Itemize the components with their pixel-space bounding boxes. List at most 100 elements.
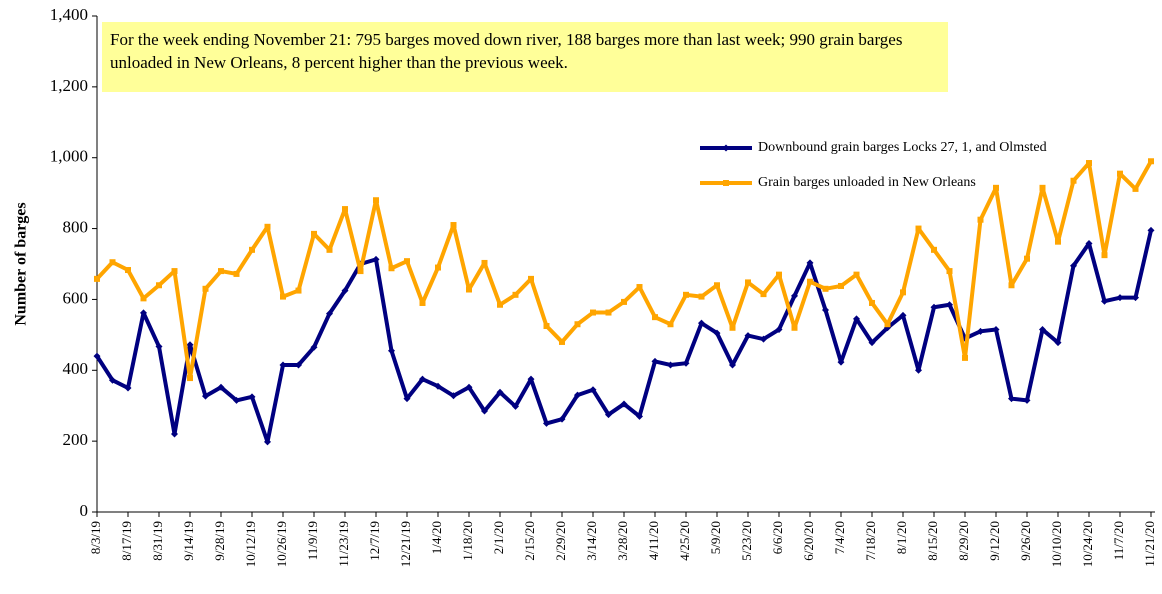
point bbox=[915, 225, 922, 232]
point bbox=[776, 271, 782, 278]
point bbox=[589, 386, 597, 394]
x-tick-label: 5/9/20 bbox=[708, 521, 723, 554]
point bbox=[931, 246, 937, 253]
point bbox=[481, 259, 488, 266]
legend-label: Downbound grain barges Locks 27, 1, and … bbox=[758, 140, 1047, 155]
point bbox=[558, 415, 566, 423]
point bbox=[124, 384, 132, 392]
point bbox=[729, 361, 736, 369]
point bbox=[1008, 395, 1015, 403]
point bbox=[791, 292, 798, 300]
x-tick-label: 2/1/20 bbox=[491, 521, 506, 554]
point bbox=[419, 375, 426, 383]
y-tick-label: 1,000 bbox=[50, 147, 88, 166]
point bbox=[930, 303, 938, 311]
point bbox=[341, 287, 349, 295]
annotation: For the week ending November 21: 795 bar… bbox=[102, 22, 948, 92]
series-line bbox=[95, 160, 1153, 381]
y-axis-label: Number of barges bbox=[13, 202, 30, 325]
point bbox=[125, 267, 131, 274]
point bbox=[186, 341, 194, 349]
point bbox=[248, 393, 256, 401]
point bbox=[1023, 396, 1031, 404]
point bbox=[853, 271, 860, 278]
point bbox=[171, 430, 178, 438]
point bbox=[450, 222, 457, 229]
point bbox=[264, 438, 271, 446]
x-tick-label: 7/18/20 bbox=[863, 521, 878, 561]
point bbox=[744, 332, 752, 340]
point bbox=[760, 291, 767, 298]
point bbox=[543, 419, 550, 427]
x-tick-label: 1/18/20 bbox=[460, 521, 475, 561]
x-tick-label: 4/25/20 bbox=[677, 521, 692, 561]
point bbox=[590, 309, 596, 316]
point bbox=[806, 259, 814, 267]
point bbox=[884, 321, 891, 328]
point bbox=[357, 268, 364, 275]
point bbox=[93, 352, 101, 360]
point bbox=[140, 309, 147, 317]
x-tick-label: 6/20/20 bbox=[801, 521, 816, 561]
point bbox=[279, 361, 287, 369]
point bbox=[388, 347, 395, 355]
point bbox=[496, 388, 504, 396]
point bbox=[868, 339, 876, 347]
point bbox=[450, 392, 457, 400]
point bbox=[543, 323, 550, 329]
point bbox=[217, 383, 225, 391]
y-tick-label: 600 bbox=[63, 288, 89, 307]
point bbox=[722, 144, 730, 152]
point bbox=[94, 275, 100, 282]
point bbox=[899, 311, 907, 319]
point bbox=[683, 291, 689, 298]
y-tick-label: 0 bbox=[80, 501, 89, 520]
point bbox=[481, 407, 488, 415]
point bbox=[466, 286, 472, 293]
point bbox=[465, 383, 473, 391]
point bbox=[1101, 297, 1108, 305]
point bbox=[1024, 255, 1030, 262]
point bbox=[233, 396, 240, 404]
point bbox=[636, 412, 643, 420]
x-tick-label: 8/3/19 bbox=[88, 521, 103, 554]
x-tick-label: 8/31/19 bbox=[150, 521, 165, 561]
point bbox=[837, 358, 845, 366]
x-tick-label: 6/6/20 bbox=[770, 521, 785, 554]
point bbox=[419, 299, 426, 306]
x-tick-label: 5/23/20 bbox=[739, 521, 754, 561]
x-tick-label: 10/10/20 bbox=[1049, 521, 1064, 567]
x-tick-label: 9/26/20 bbox=[1018, 521, 1033, 561]
y-tick-label: 800 bbox=[63, 217, 89, 236]
x-tick-label: 11/23/19 bbox=[336, 521, 351, 567]
point bbox=[1039, 326, 1046, 334]
point bbox=[109, 259, 116, 266]
series-line bbox=[95, 229, 1153, 444]
point bbox=[528, 275, 534, 282]
point bbox=[1101, 252, 1108, 259]
point bbox=[171, 268, 178, 275]
point bbox=[729, 324, 736, 331]
point bbox=[1132, 294, 1139, 302]
point bbox=[698, 319, 705, 327]
point bbox=[946, 268, 953, 275]
point bbox=[295, 287, 302, 294]
x-tick-label: 10/24/20 bbox=[1080, 521, 1095, 567]
x-tick-label: 8/15/20 bbox=[925, 521, 940, 561]
point bbox=[807, 278, 813, 285]
x-tick-label: 10/26/19 bbox=[274, 521, 289, 567]
point bbox=[156, 282, 162, 289]
point bbox=[1116, 294, 1124, 302]
x-tick-label: 8/1/20 bbox=[894, 521, 909, 554]
x-tick-label: 2/15/20 bbox=[522, 521, 537, 561]
x-tick-label: 11/7/20 bbox=[1111, 521, 1126, 560]
point bbox=[559, 338, 565, 345]
point bbox=[109, 376, 116, 384]
point bbox=[435, 264, 441, 271]
x-tick-label: 11/21/20 bbox=[1142, 521, 1157, 567]
point bbox=[1132, 185, 1139, 192]
point bbox=[388, 265, 395, 272]
point bbox=[993, 184, 999, 191]
point bbox=[404, 258, 410, 265]
